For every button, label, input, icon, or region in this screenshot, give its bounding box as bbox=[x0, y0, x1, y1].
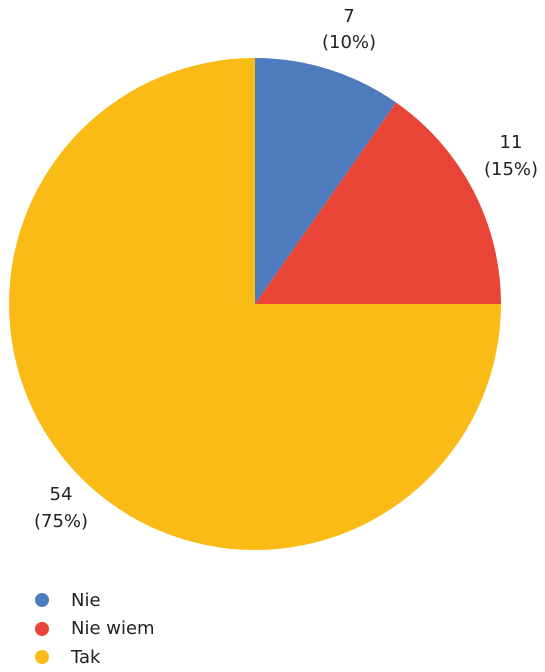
legend-item: Nie bbox=[35, 586, 155, 615]
legend-label: Nie wiem bbox=[71, 618, 155, 640]
legend-marker-icon bbox=[35, 593, 49, 608]
pie-chart: 7 (10%) 11 (15%) 54 (75%) bbox=[9, 6, 538, 550]
chart-legend: Nie Nie wiem Tak bbox=[35, 586, 155, 672]
slice-percent-label: (15%) bbox=[484, 159, 538, 180]
pie-slice-nie-wiem bbox=[255, 102, 501, 305]
pie-slice-nie bbox=[255, 58, 397, 304]
slice-percent-label: (10%) bbox=[322, 32, 376, 53]
slice-value-label: 54 bbox=[50, 484, 73, 505]
legend-label: Nie bbox=[71, 589, 101, 611]
legend-item: Nie wiem bbox=[35, 615, 155, 644]
legend-label: Tak bbox=[71, 646, 101, 668]
slice-percent-label: (75%) bbox=[34, 511, 88, 532]
legend-marker-icon bbox=[35, 621, 49, 636]
slice-value-label: 11 bbox=[500, 132, 523, 153]
legend-marker-icon bbox=[35, 650, 49, 665]
pie-slice-tak bbox=[9, 58, 501, 550]
pie-slices bbox=[9, 58, 501, 550]
legend-item: Tak bbox=[35, 643, 155, 672]
pie-data-labels: 7 (10%) 11 (15%) 54 (75%) bbox=[34, 6, 538, 532]
slice-value-label: 7 bbox=[343, 6, 354, 27]
